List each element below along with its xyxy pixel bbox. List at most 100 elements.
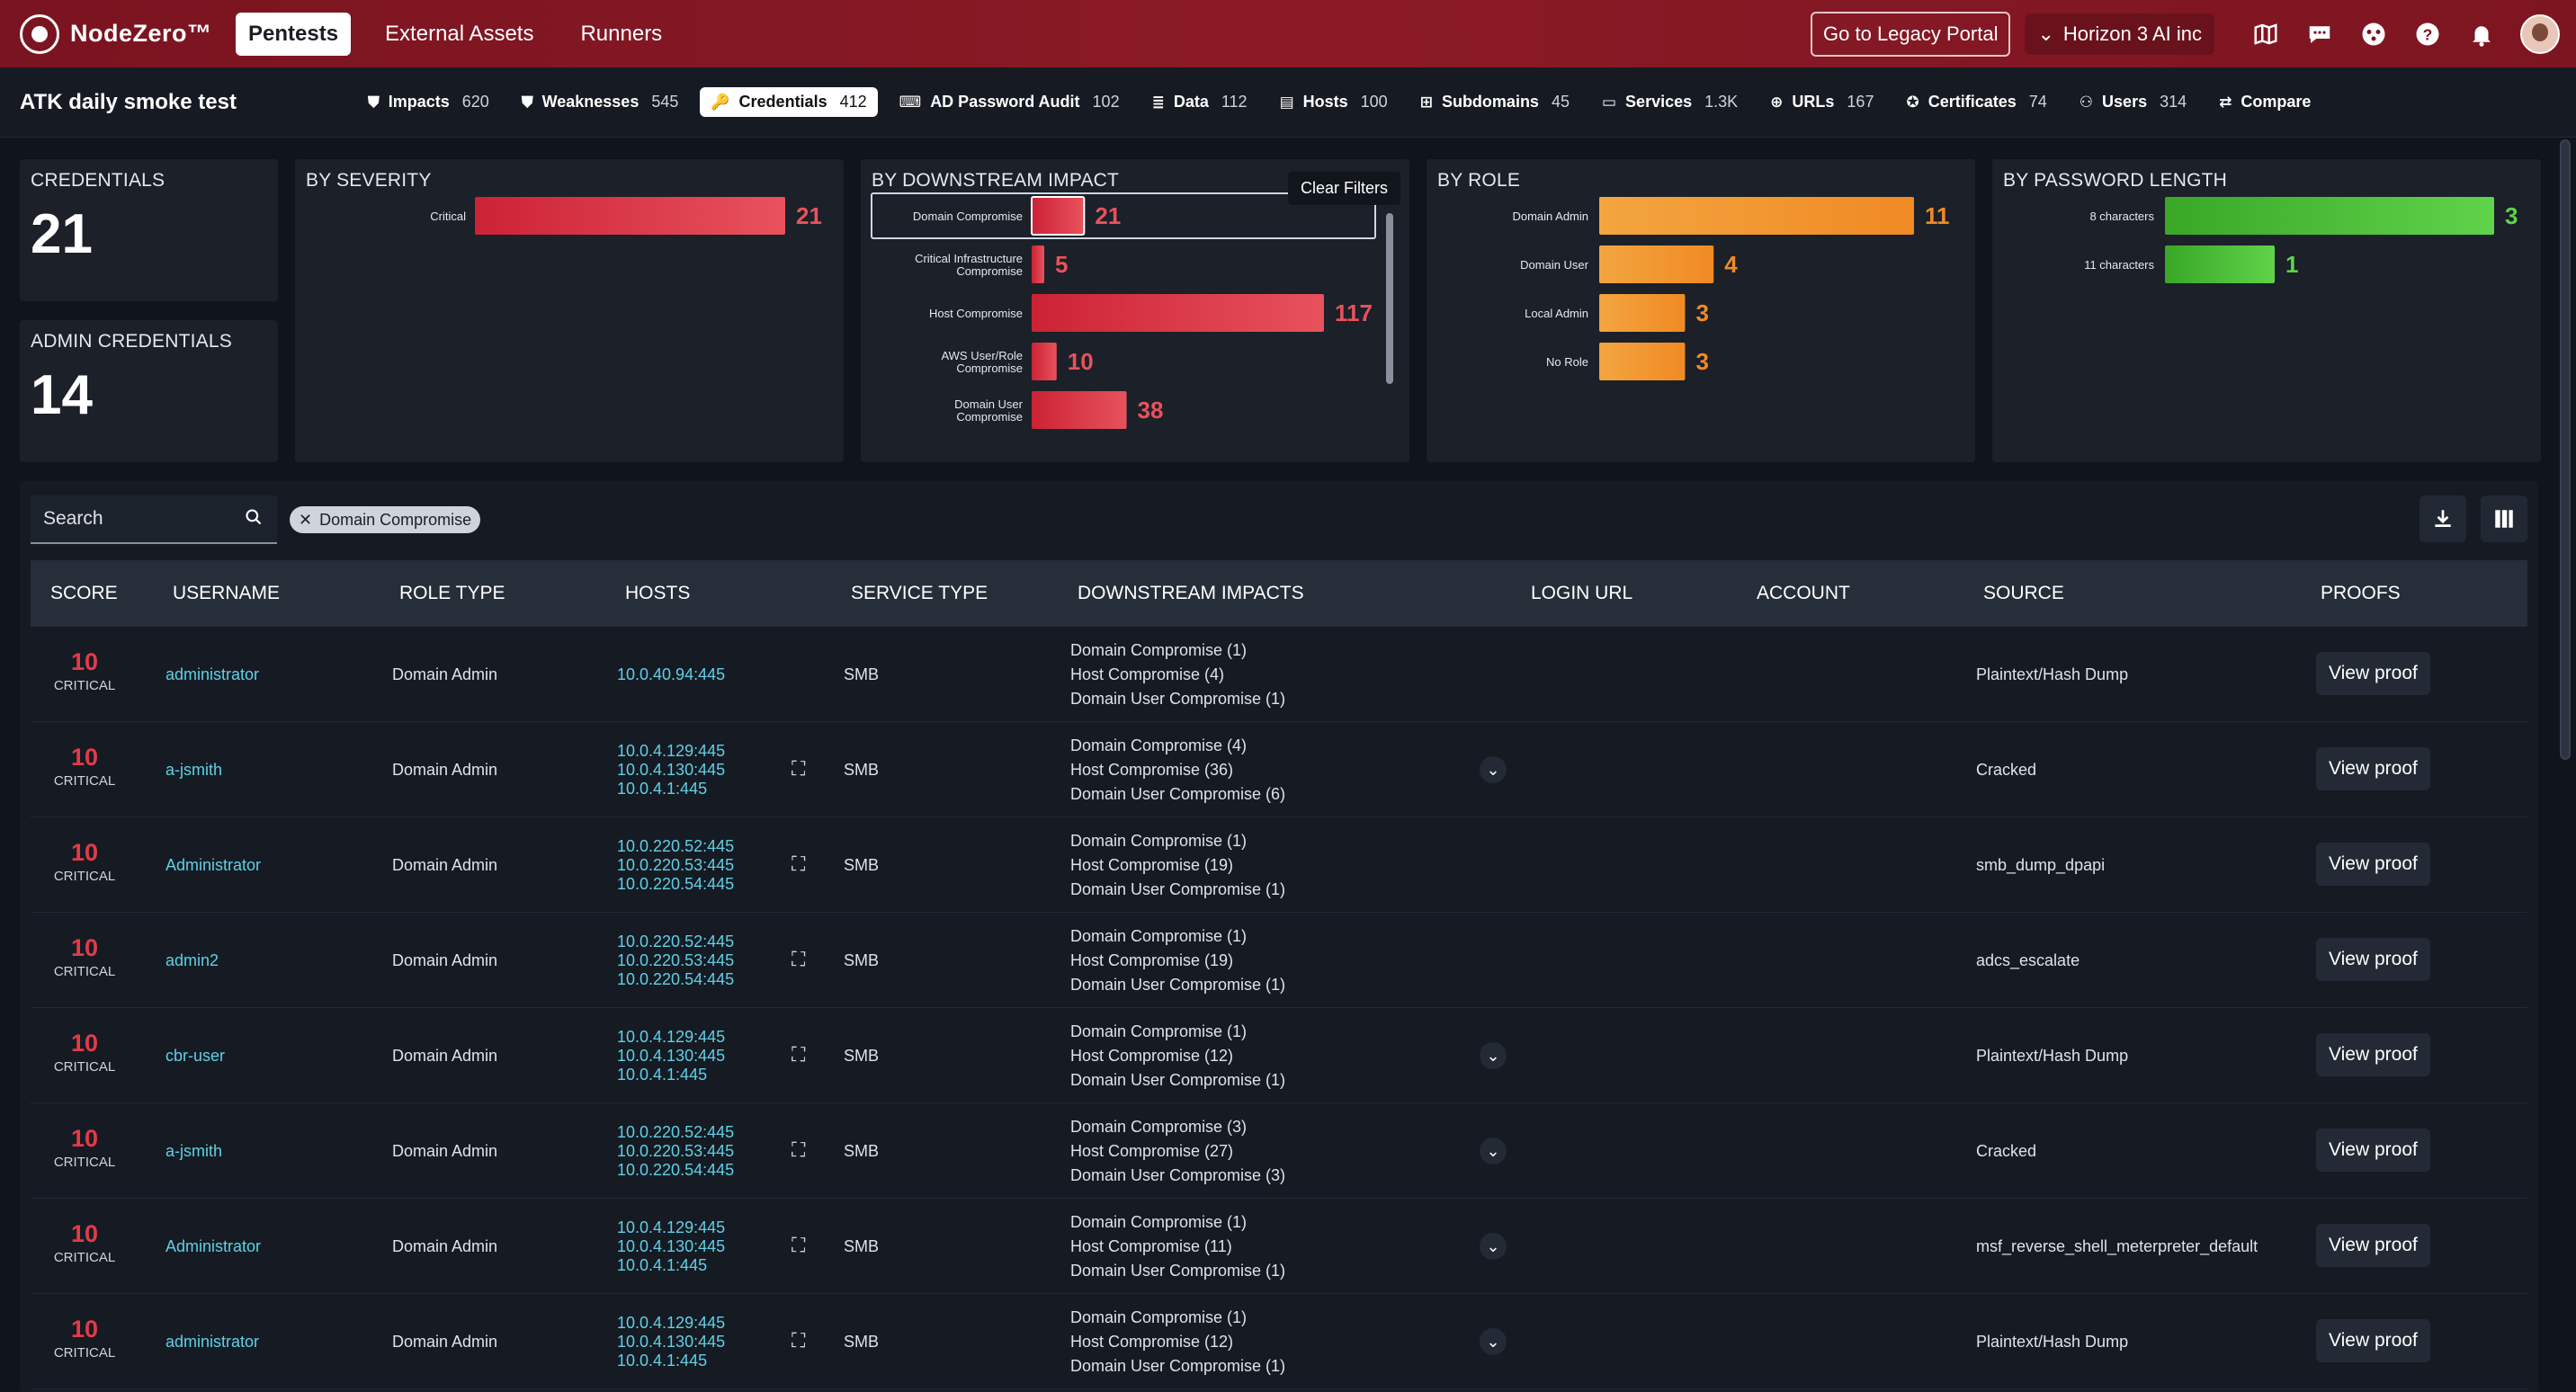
expand-hosts-icon[interactable]: ⛶ (792, 757, 806, 780)
view-proof-button[interactable]: View proof (2316, 1319, 2430, 1362)
bar[interactable] (1032, 245, 1044, 283)
host-link[interactable]: 10.0.4.1:445 (617, 1256, 708, 1274)
host-link[interactable]: 10.0.220.54:445 (617, 875, 735, 893)
pill-users[interactable]: ⚇ Users 314 (2069, 87, 2197, 117)
host-link[interactable]: 10.0.220.52:445 (617, 932, 735, 950)
bar[interactable] (2165, 245, 2275, 283)
clear-filters-button[interactable]: Clear Filters (1287, 172, 1400, 205)
download-button[interactable] (2419, 495, 2466, 542)
column-header-username[interactable]: USERNAME (173, 583, 281, 603)
view-proof-button[interactable]: View proof (2316, 1033, 2430, 1076)
column-header-role-type[interactable]: ROLE TYPE (399, 583, 505, 603)
bar[interactable] (1032, 294, 1324, 332)
host-link[interactable]: 10.0.220.53:445 (617, 951, 735, 969)
table-row[interactable]: 10 CRITICAL administrator Domain Admin 10.0.… (31, 1294, 2527, 1389)
username-link[interactable]: a-jsmith (165, 1142, 223, 1160)
legacy-portal-button[interactable]: Go to Legacy Portal (1811, 11, 2011, 57)
tab-runners[interactable]: Runners (580, 21, 663, 46)
table-row[interactable]: 10 CRITICAL administrator Domain Admin 10.0.… (31, 627, 2527, 722)
host-link[interactable]: 10.0.220.52:445 (617, 1123, 735, 1141)
username-link[interactable]: admin2 (165, 951, 219, 969)
host-link[interactable]: 10.0.4.129:445 (617, 1028, 726, 1046)
username-link[interactable]: Administrator (165, 1237, 262, 1255)
tab-pentests[interactable]: Pentests (236, 12, 352, 56)
username-link[interactable]: a-jsmith (165, 761, 223, 779)
bar[interactable] (1599, 197, 1914, 235)
username-link[interactable]: administrator (165, 665, 260, 683)
view-proof-button[interactable]: View proof (2316, 1129, 2430, 1172)
view-proof-button[interactable]: View proof (2316, 747, 2430, 790)
category-label[interactable]: Domain Compromise (913, 210, 1023, 223)
bar[interactable] (1599, 343, 1686, 380)
pill-urls[interactable]: ⊕ URLs 167 (1759, 87, 1884, 117)
view-proof-button[interactable]: View proof (2316, 1224, 2430, 1267)
bar[interactable] (1031, 196, 1086, 236)
category-label[interactable]: Local Admin (1525, 307, 1588, 320)
column-header-source[interactable]: SOURCE (1983, 583, 2064, 603)
chevron-down-icon[interactable]: ⌄ (1480, 1233, 1507, 1260)
chevron-down-icon[interactable]: ⌄ (1480, 1042, 1507, 1069)
pill-services[interactable]: ▭ Services 1.3K (1591, 87, 1749, 117)
host-link[interactable]: 10.0.220.52:445 (617, 837, 735, 855)
bar[interactable] (2165, 197, 2494, 235)
category-label[interactable]: No Role (1546, 355, 1588, 369)
filter-chip[interactable]: ✕ Domain Compromise (290, 506, 481, 533)
pill-compare[interactable]: ⇄ Compare (2208, 87, 2321, 117)
host-link[interactable]: 10.0.40.94:445 (617, 665, 726, 683)
table-row[interactable]: 10 CRITICAL Administrator Domain Admin 10.0.… (31, 1199, 2527, 1294)
username-link[interactable]: administrator (165, 1333, 260, 1351)
pill-credentials[interactable]: 🔑 Credentials 412 (700, 87, 878, 117)
category-label[interactable]: Critical Infrastructure Compromise (915, 252, 1023, 278)
close-icon[interactable]: ✕ (299, 510, 313, 529)
host-link[interactable]: 10.0.4.129:445 (617, 742, 726, 760)
column-header-hosts[interactable]: HOSTS (625, 583, 691, 603)
pill-ad-password-audit[interactable]: ⌨ AD Password Audit 102 (889, 87, 1131, 117)
category-label[interactable]: Domain User (1520, 258, 1589, 272)
view-proof-button[interactable]: View proof (2316, 938, 2430, 981)
pill-data[interactable]: ≣ Data 112 (1141, 87, 1258, 117)
scrollbar-thumb[interactable] (2560, 139, 2571, 760)
host-link[interactable]: 10.0.4.130:445 (617, 1237, 726, 1255)
host-link[interactable]: 10.0.220.53:445 (617, 856, 735, 874)
bar[interactable] (1032, 343, 1057, 380)
org-switcher[interactable]: ⌄ Horizon 3 AI inc (2025, 13, 2214, 55)
category-label[interactable]: 8 characters (2089, 210, 2154, 223)
table-row[interactable]: 10 CRITICAL admin2 Domain Admin 10.0.220.52:… (31, 913, 2527, 1008)
column-header-downstream-impacts[interactable]: DOWNSTREAM IMPACTS (1078, 583, 1304, 603)
expand-hosts-icon[interactable]: ⛶ (792, 852, 806, 875)
chat-icon[interactable] (2304, 19, 2335, 49)
table-row[interactable]: 10 CRITICAL a-jsmith Domain Admin 10.0.4.129… (31, 722, 2527, 817)
column-header-service-type[interactable]: SERVICE TYPE (851, 583, 988, 603)
host-link[interactable]: 10.0.4.130:445 (617, 1047, 726, 1065)
chevron-down-icon[interactable]: ⌄ (1480, 1138, 1507, 1164)
column-header-login-url[interactable]: LOGIN URL (1531, 583, 1633, 603)
pill-hosts[interactable]: ▤ Hosts 100 (1269, 87, 1399, 117)
username-link[interactable]: Administrator (165, 856, 262, 874)
expand-hosts-icon[interactable]: ⛶ (792, 1138, 806, 1161)
category-label[interactable]: Host Compromise (929, 307, 1023, 320)
page-scrollbar[interactable] (2558, 139, 2572, 1392)
host-link[interactable]: 10.0.220.54:445 (617, 1161, 735, 1179)
view-proof-button[interactable]: View proof (2316, 652, 2430, 695)
bar[interactable] (1599, 294, 1686, 332)
pill-weaknesses[interactable]: ⛊ Weaknesses 545 (511, 87, 690, 117)
bell-icon[interactable] (2466, 19, 2497, 49)
bar[interactable] (1599, 245, 1714, 283)
pill-certificates[interactable]: ✪ Certificates 74 (1895, 87, 2057, 117)
chevron-down-icon[interactable]: ⌄ (1480, 1328, 1507, 1355)
table-row[interactable]: 10 CRITICAL Administrator Domain Admin 10.0.… (31, 817, 2527, 913)
view-proof-button[interactable]: View proof (2316, 843, 2430, 886)
category-label[interactable]: Domain User Compromise (954, 397, 1024, 424)
host-link[interactable]: 10.0.4.129:445 (617, 1314, 726, 1332)
host-link[interactable]: 10.0.4.1:445 (617, 1066, 708, 1084)
brand-logo[interactable]: NodeZero™ (20, 13, 236, 54)
expand-hosts-icon[interactable]: ⛶ (792, 1234, 806, 1256)
help-icon[interactable]: ? (2412, 19, 2443, 49)
community-icon[interactable] (2358, 19, 2389, 49)
expand-hosts-icon[interactable]: ⛶ (792, 1329, 806, 1352)
pill-impacts[interactable]: ⛊ Impacts 620 (357, 87, 500, 117)
host-link[interactable]: 10.0.220.53:445 (617, 1142, 735, 1160)
table-row[interactable]: 10 CRITICAL a-jsmith Domain Admin 10.0.220.5… (31, 1103, 2527, 1199)
pill-subdomains[interactable]: ⊞ Subdomains 45 (1409, 87, 1580, 117)
column-header-score[interactable]: SCORE (50, 583, 118, 603)
